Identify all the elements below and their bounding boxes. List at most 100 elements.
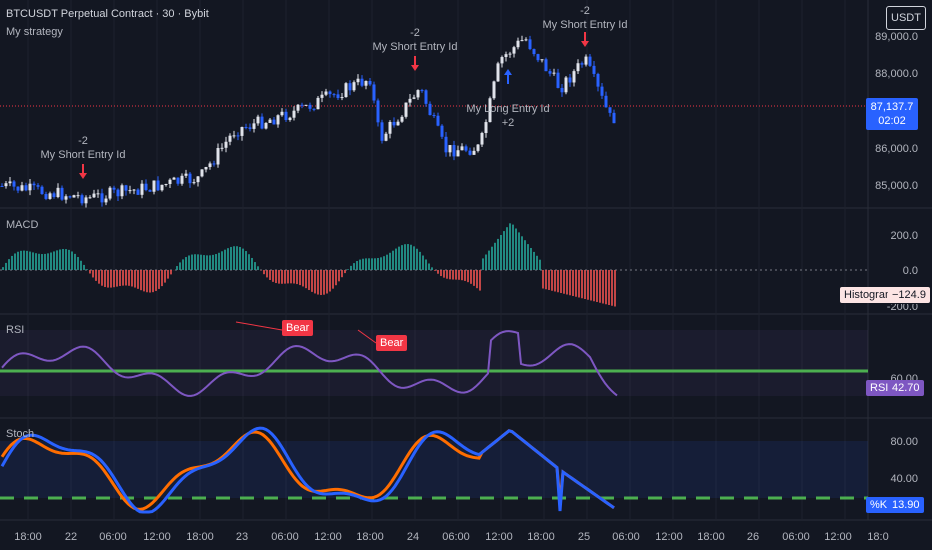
candle-body	[196, 176, 200, 183]
candle-body	[352, 82, 356, 91]
macd-bar	[446, 270, 448, 279]
macd-bar	[533, 251, 535, 270]
candle-body	[576, 63, 580, 72]
stoch-k-line	[0, 426, 615, 514]
candle-body	[128, 190, 132, 192]
macd-bar	[95, 270, 97, 281]
macd-bar	[560, 270, 562, 293]
macd-bar	[302, 270, 304, 287]
macd-bar	[44, 253, 46, 270]
macd-bar	[131, 270, 133, 287]
macd-bar	[383, 256, 385, 270]
macd-bar	[125, 270, 127, 286]
macd-bar	[59, 249, 61, 270]
candle-body	[540, 59, 544, 61]
macd-bar	[482, 258, 484, 270]
macd-axis-label: 200.0	[890, 230, 918, 242]
candle-body	[432, 115, 436, 117]
candle-body	[552, 72, 556, 74]
macd-bar	[491, 246, 493, 270]
macd-bar	[359, 259, 361, 270]
time-label: 06:00	[612, 531, 640, 543]
macd-bar	[557, 270, 559, 293]
stoch-title[interactable]: Stoch	[6, 428, 35, 440]
candle-body	[60, 187, 64, 200]
candle-body	[36, 185, 40, 187]
macd-bar	[152, 270, 154, 293]
candle-body	[448, 145, 452, 153]
macd-bar	[137, 270, 139, 289]
macd-axis-label: 0.0	[902, 265, 918, 277]
macd-bar	[362, 258, 364, 270]
candle-body	[416, 90, 420, 98]
macd-bar	[281, 270, 283, 284]
macd-bar	[254, 262, 256, 270]
currency-button[interactable]: USDT	[886, 6, 926, 30]
candle-body	[344, 83, 348, 98]
time-label: 12:00	[485, 531, 513, 543]
macd-bar	[179, 262, 181, 270]
candle-body	[444, 136, 448, 153]
macd-bar	[92, 270, 94, 278]
candle-body	[12, 181, 16, 187]
macd-bar	[62, 248, 64, 270]
divergence-line	[357, 329, 377, 344]
macd-bar	[317, 270, 319, 295]
macd-bar	[251, 257, 253, 270]
macd-bar	[341, 270, 343, 278]
macd-bar	[149, 270, 151, 293]
macd-title[interactable]: MACD	[6, 219, 39, 231]
candle-body	[340, 97, 344, 99]
macd-bar	[47, 253, 49, 270]
macd-bar	[596, 270, 598, 302]
macd-bar	[350, 265, 352, 270]
candle-body	[28, 183, 32, 191]
macd-bar	[494, 242, 496, 270]
macd-bar	[242, 248, 244, 270]
macd-bar	[158, 270, 160, 289]
candle-body	[248, 127, 252, 129]
macd-bar	[188, 255, 190, 270]
candle-body	[392, 121, 396, 126]
macd-bar	[572, 270, 574, 296]
macd-bar	[434, 270, 436, 271]
macd-bar	[209, 255, 211, 270]
candle-body	[244, 127, 248, 129]
macd-bar	[440, 270, 442, 277]
histogram-value-badge: −124.9	[888, 287, 930, 303]
candle-body	[468, 150, 472, 155]
candle-body	[476, 144, 480, 151]
time-label: 12:00	[143, 531, 171, 543]
macd-bar	[422, 255, 424, 270]
macd-bar	[548, 270, 550, 290]
macd-bar	[614, 270, 616, 307]
macd-bar	[602, 270, 604, 304]
macd-bar	[449, 270, 451, 280]
macd-bar	[263, 270, 265, 275]
macd-bar	[590, 270, 592, 301]
rsi-line	[1, 330, 618, 397]
macd-bar	[611, 270, 613, 306]
rsi-title[interactable]: RSI	[6, 324, 25, 336]
macd-bar	[176, 266, 178, 270]
macd-bar	[509, 223, 511, 270]
trade-label: -2 My Short Entry Id	[373, 26, 458, 54]
candle-body	[188, 173, 192, 184]
candle-body	[304, 104, 308, 106]
macd-bar	[29, 251, 31, 270]
candle-body	[492, 81, 496, 99]
candle-body	[268, 119, 272, 123]
candle-body	[16, 186, 20, 191]
candle-body	[276, 115, 280, 125]
trade-name: My Short Entry Id	[40, 149, 126, 161]
candle-body	[136, 189, 140, 195]
candle-body	[584, 56, 588, 65]
macd-bar	[191, 254, 193, 270]
candle-body	[204, 167, 208, 170]
strategy-title[interactable]: My strategy	[6, 26, 63, 38]
candle-body	[144, 183, 148, 191]
macd-bar	[239, 246, 241, 270]
symbol-title[interactable]: BTCUSDT Perpetual Contract · 30 · Bybit	[6, 8, 209, 20]
macd-bar	[515, 228, 517, 270]
